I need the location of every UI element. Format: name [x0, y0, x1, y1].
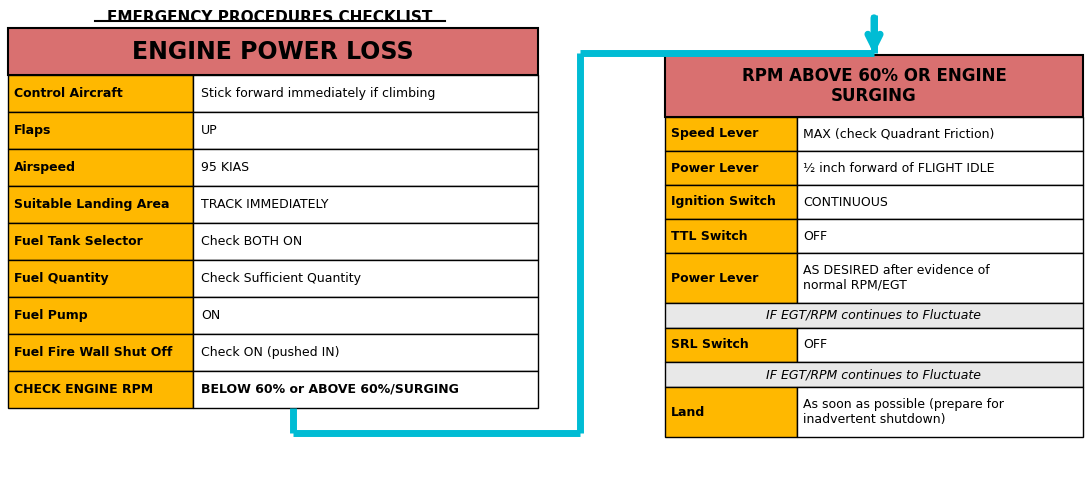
Text: MAX (check Quadrant Friction): MAX (check Quadrant Friction)	[803, 127, 994, 140]
Text: Power Lever: Power Lever	[671, 272, 759, 285]
Text: TRACK IMMEDIATELY: TRACK IMMEDIATELY	[201, 198, 328, 211]
Bar	[193, 223, 538, 260]
Text: ENGINE POWER LOSS: ENGINE POWER LOSS	[132, 40, 414, 63]
Text: SRL Switch: SRL Switch	[671, 339, 749, 352]
Bar	[8, 223, 193, 260]
Bar	[797, 151, 1083, 185]
Text: CONTINUOUS: CONTINUOUS	[803, 196, 888, 209]
Bar	[797, 387, 1083, 437]
Text: As soon as possible (prepare for
inadvertent shutdown): As soon as possible (prepare for inadver…	[803, 398, 1004, 426]
Bar	[193, 186, 538, 223]
Text: EMERGENCY PROCEDURES CHECKLIST: EMERGENCY PROCEDURES CHECKLIST	[107, 10, 433, 25]
Bar	[665, 253, 797, 303]
Bar	[8, 28, 538, 75]
Bar	[8, 371, 193, 408]
Text: Control Aircraft: Control Aircraft	[14, 87, 123, 100]
Text: RPM ABOVE 60% OR ENGINE
SURGING: RPM ABOVE 60% OR ENGINE SURGING	[741, 66, 1006, 106]
Bar	[8, 297, 193, 334]
Bar	[665, 362, 1083, 387]
Bar	[797, 219, 1083, 253]
Bar	[8, 75, 193, 112]
Text: Airspeed: Airspeed	[14, 161, 76, 174]
Bar	[193, 112, 538, 149]
Bar	[665, 185, 797, 219]
Bar	[665, 117, 797, 151]
Bar	[665, 328, 797, 362]
Text: Speed Lever: Speed Lever	[671, 127, 759, 140]
Bar	[665, 219, 797, 253]
Bar	[193, 297, 538, 334]
Text: Fuel Quantity: Fuel Quantity	[14, 272, 109, 285]
Text: Flaps: Flaps	[14, 124, 51, 137]
Bar	[193, 149, 538, 186]
Text: Land: Land	[671, 405, 705, 418]
Bar	[665, 387, 797, 437]
Text: Suitable Landing Area: Suitable Landing Area	[14, 198, 170, 211]
Bar	[797, 253, 1083, 303]
Bar	[665, 151, 797, 185]
Text: OFF: OFF	[803, 339, 827, 352]
Text: TTL Switch: TTL Switch	[671, 229, 748, 242]
Text: OFF: OFF	[803, 229, 827, 242]
Text: AS DESIRED after evidence of
normal RPM/EGT: AS DESIRED after evidence of normal RPM/…	[803, 264, 990, 292]
Bar	[665, 303, 1083, 328]
Bar	[193, 371, 538, 408]
Bar	[797, 328, 1083, 362]
Text: Check Sufficient Quantity: Check Sufficient Quantity	[201, 272, 361, 285]
Text: IF EGT/RPM continues to Fluctuate: IF EGT/RPM continues to Fluctuate	[766, 309, 981, 322]
Text: Stick forward immediately if climbing: Stick forward immediately if climbing	[201, 87, 435, 100]
Text: IF EGT/RPM continues to Fluctuate: IF EGT/RPM continues to Fluctuate	[766, 368, 981, 381]
Bar	[8, 186, 193, 223]
Text: Check BOTH ON: Check BOTH ON	[201, 235, 302, 248]
Text: Fuel Tank Selector: Fuel Tank Selector	[14, 235, 143, 248]
Text: Power Lever: Power Lever	[671, 161, 759, 175]
Bar	[193, 334, 538, 371]
Text: BELOW 60% or ABOVE 60%/SURGING: BELOW 60% or ABOVE 60%/SURGING	[201, 383, 459, 396]
Bar	[8, 260, 193, 297]
Bar	[193, 260, 538, 297]
Text: ½ inch forward of FLIGHT IDLE: ½ inch forward of FLIGHT IDLE	[803, 161, 994, 175]
Text: Ignition Switch: Ignition Switch	[671, 196, 776, 209]
Text: Check ON (pushed IN): Check ON (pushed IN)	[201, 346, 339, 359]
Bar	[797, 117, 1083, 151]
Text: Fuel Fire Wall Shut Off: Fuel Fire Wall Shut Off	[14, 346, 172, 359]
Text: Fuel Pump: Fuel Pump	[14, 309, 87, 322]
Text: 95 KIAS: 95 KIAS	[201, 161, 250, 174]
Bar	[8, 149, 193, 186]
Bar	[8, 112, 193, 149]
Text: CHECK ENGINE RPM: CHECK ENGINE RPM	[14, 383, 153, 396]
Bar	[665, 55, 1083, 117]
Bar	[797, 185, 1083, 219]
Text: UP: UP	[201, 124, 218, 137]
Bar	[193, 75, 538, 112]
Bar	[8, 334, 193, 371]
Text: ON: ON	[201, 309, 220, 322]
